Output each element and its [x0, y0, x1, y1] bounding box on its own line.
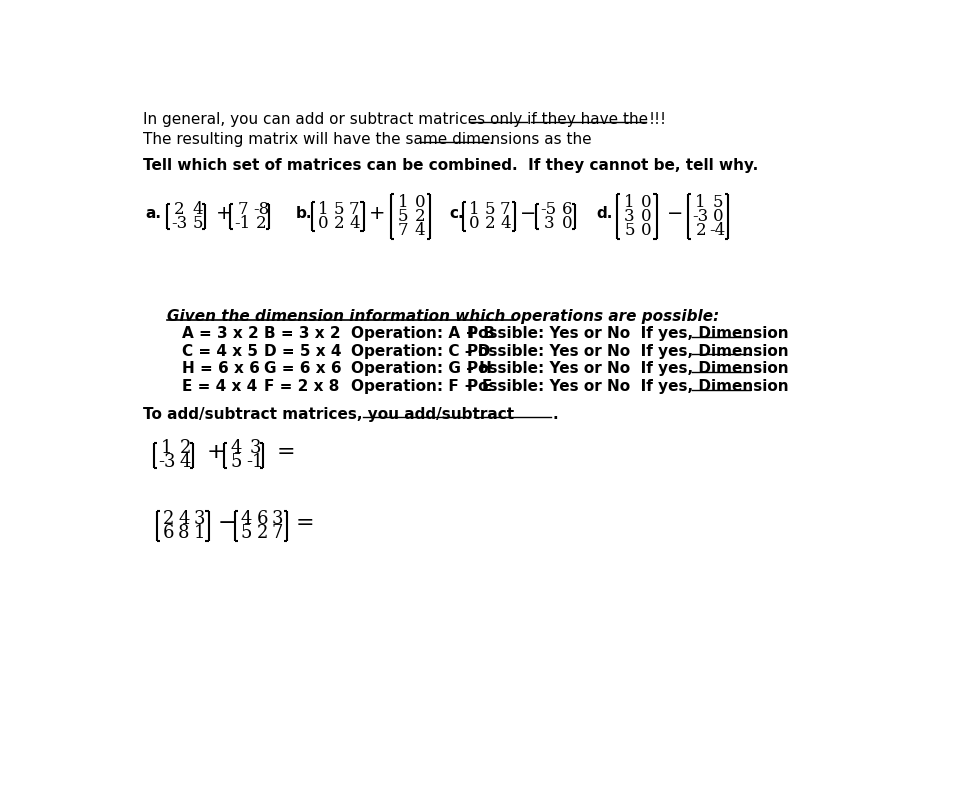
- Text: 1: 1: [397, 195, 408, 211]
- Text: .: .: [488, 132, 493, 147]
- Text: −: −: [666, 204, 683, 223]
- Text: -8: -8: [253, 201, 270, 218]
- Text: 1: 1: [161, 439, 172, 457]
- Text: d.: d.: [597, 206, 614, 221]
- Text: Possible: Yes or No  If yes, Dimension: Possible: Yes or No If yes, Dimension: [468, 361, 789, 377]
- Text: 4: 4: [349, 215, 359, 232]
- Text: 3: 3: [249, 439, 261, 457]
- Text: 1: 1: [624, 195, 635, 211]
- Text: The resulting matrix will have the same dimensions as the: The resulting matrix will have the same …: [143, 132, 597, 147]
- Text: -1: -1: [235, 215, 250, 232]
- Text: b.: b.: [296, 206, 313, 221]
- Text: !!!: !!!: [649, 112, 667, 127]
- Text: 0: 0: [469, 215, 479, 232]
- Text: To add/subtract matrices, you add/subtract: To add/subtract matrices, you add/subtra…: [143, 407, 514, 422]
- Text: -1: -1: [246, 453, 264, 471]
- Text: 5: 5: [231, 453, 243, 471]
- Text: 3: 3: [194, 510, 205, 528]
- Text: 2: 2: [256, 524, 268, 542]
- Text: Operation: F + E: Operation: F + E: [352, 379, 493, 394]
- Text: −: −: [520, 204, 537, 223]
- Text: Operation: C – D: Operation: C – D: [352, 343, 491, 358]
- Text: 3: 3: [272, 510, 283, 528]
- Text: 6: 6: [163, 524, 174, 542]
- Text: 4: 4: [179, 453, 191, 471]
- Text: D = 5 x 4: D = 5 x 4: [264, 343, 341, 358]
- Text: =: =: [295, 513, 314, 533]
- Text: 0: 0: [641, 222, 652, 239]
- Text: Possible: Yes or No  If yes, Dimension: Possible: Yes or No If yes, Dimension: [468, 343, 789, 358]
- Text: 4: 4: [500, 215, 510, 232]
- Text: B = 3 x 2: B = 3 x 2: [264, 326, 340, 341]
- Text: A = 3 x 2: A = 3 x 2: [182, 326, 259, 341]
- Text: 6: 6: [562, 201, 573, 218]
- Text: Possible: Yes or No  If yes, Dimension: Possible: Yes or No If yes, Dimension: [468, 379, 789, 394]
- Text: 2: 2: [333, 215, 344, 232]
- Text: 0: 0: [318, 215, 328, 232]
- Text: 8: 8: [178, 524, 190, 542]
- Text: 3: 3: [624, 208, 635, 225]
- Text: 4: 4: [415, 222, 426, 239]
- Text: +: +: [215, 204, 232, 223]
- Text: 1: 1: [695, 195, 706, 211]
- Text: -3: -3: [171, 215, 187, 232]
- Text: 0: 0: [641, 195, 652, 211]
- Text: -3: -3: [693, 208, 709, 225]
- Text: 7: 7: [500, 201, 510, 218]
- Text: Operation: G – H: Operation: G – H: [352, 361, 492, 377]
- Text: H = 6 x 6: H = 6 x 6: [182, 361, 260, 377]
- Text: 4: 4: [241, 510, 252, 528]
- Text: +: +: [207, 442, 226, 462]
- Text: C = 4 x 5: C = 4 x 5: [182, 343, 258, 358]
- Text: 2: 2: [415, 208, 426, 225]
- Text: 7: 7: [272, 524, 283, 542]
- Text: In general, you can add or subtract matrices only if they have the: In general, you can add or subtract matr…: [143, 112, 654, 127]
- Text: -3: -3: [158, 453, 175, 471]
- Text: 2: 2: [695, 222, 706, 239]
- Text: .: .: [552, 407, 558, 422]
- Text: 4: 4: [178, 510, 189, 528]
- Text: =: =: [277, 442, 295, 462]
- Text: −: −: [218, 513, 237, 533]
- Text: 1: 1: [318, 201, 328, 218]
- Text: 3: 3: [543, 215, 554, 232]
- Text: 2: 2: [256, 215, 267, 232]
- Text: 5: 5: [397, 208, 408, 225]
- Text: 6: 6: [256, 510, 268, 528]
- Text: 5: 5: [333, 201, 344, 218]
- Text: 0: 0: [415, 195, 426, 211]
- Text: -4: -4: [710, 222, 726, 239]
- Text: 7: 7: [349, 201, 359, 218]
- Text: 2: 2: [484, 215, 495, 232]
- Text: 7: 7: [238, 201, 248, 218]
- Text: F = 2 x 8: F = 2 x 8: [264, 379, 339, 394]
- Text: G = 6 x 6: G = 6 x 6: [264, 361, 341, 377]
- Text: 4: 4: [231, 439, 243, 457]
- Text: 2: 2: [173, 201, 184, 218]
- Text: +: +: [369, 204, 386, 223]
- Text: 0: 0: [641, 208, 652, 225]
- Text: 5: 5: [712, 195, 723, 211]
- Text: 4: 4: [193, 201, 203, 218]
- Text: 5: 5: [624, 222, 635, 239]
- Text: Possible: Yes or No  If yes, Dimension: Possible: Yes or No If yes, Dimension: [468, 326, 789, 341]
- Text: Operation: A + B: Operation: A + B: [352, 326, 495, 341]
- Text: E = 4 x 4: E = 4 x 4: [182, 379, 257, 394]
- Text: c.: c.: [450, 206, 465, 221]
- Text: 5: 5: [485, 201, 495, 218]
- Text: -5: -5: [541, 201, 557, 218]
- Text: 1: 1: [194, 524, 205, 542]
- Text: 7: 7: [397, 222, 408, 239]
- Text: 0: 0: [562, 215, 573, 232]
- Text: 5: 5: [193, 215, 203, 232]
- Text: 1: 1: [469, 201, 479, 218]
- Text: Tell which set of matrices can be combined.  If they cannot be, tell why.: Tell which set of matrices can be combin…: [143, 158, 759, 173]
- Text: 2: 2: [179, 439, 191, 457]
- Text: 2: 2: [163, 510, 174, 528]
- Text: 0: 0: [712, 208, 723, 225]
- Text: a.: a.: [145, 206, 161, 221]
- Text: Given the dimension information which operations are possible:: Given the dimension information which op…: [167, 309, 719, 324]
- Text: 5: 5: [241, 524, 252, 542]
